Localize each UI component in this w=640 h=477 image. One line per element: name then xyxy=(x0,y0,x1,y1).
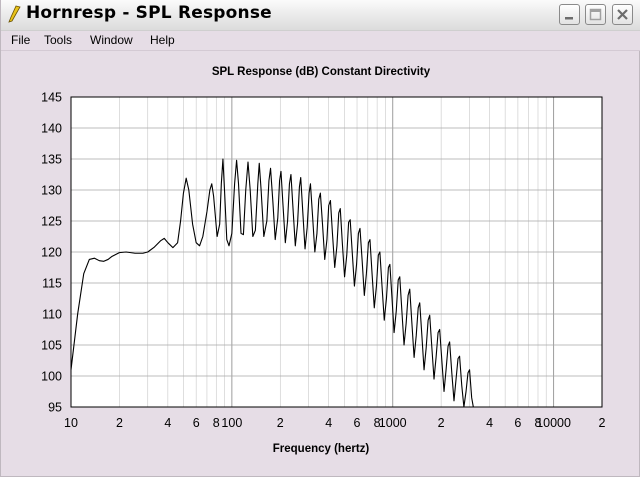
spl-curve-line xyxy=(70,158,474,408)
x-tick-label: 4 xyxy=(486,416,493,430)
y-tick-label: 105 xyxy=(41,339,62,353)
y-tick-label: 95 xyxy=(48,401,62,415)
hornresp-app-icon xyxy=(8,5,21,23)
minimize-icon xyxy=(565,17,573,20)
menu-tools[interactable]: Tools xyxy=(44,33,73,47)
x-tick-label: 4 xyxy=(325,416,332,430)
minimize-button[interactable] xyxy=(559,4,580,25)
x-tick-label: 100 xyxy=(221,416,242,430)
x-axis-label: Frequency (hertz) xyxy=(272,443,370,455)
maximize-icon xyxy=(589,8,602,21)
x-tick-label: 4 xyxy=(164,416,171,430)
x-tick-label: 6 xyxy=(514,416,521,430)
y-tick-label: 120 xyxy=(41,246,62,260)
y-tick-label: 115 xyxy=(42,277,62,291)
x-tick-label: 10 xyxy=(64,416,78,430)
y-tick-label: 140 xyxy=(41,122,62,136)
x-tick-label: 10000 xyxy=(536,416,571,430)
x-tick-label: 2 xyxy=(116,416,123,430)
plot-border xyxy=(70,96,603,408)
x-tick-label: 2 xyxy=(599,416,606,430)
menu-file[interactable]: File xyxy=(11,33,31,47)
title-bar[interactable]: Hornresp - SPL Response xyxy=(1,0,640,31)
x-tick-label: 6 xyxy=(193,416,200,430)
x-tick-label: 8 xyxy=(213,416,220,430)
menu-window[interactable]: Window xyxy=(90,33,133,47)
chart-title: SPL Response (dB) Constant Directivity xyxy=(211,66,431,78)
x-tick-label: 1000 xyxy=(379,416,407,430)
y-tick-label: 145 xyxy=(41,91,62,105)
menu-bar: File Tools Window Help xyxy=(1,31,640,51)
window-title: Hornresp - SPL Response xyxy=(26,3,272,23)
close-button[interactable] xyxy=(612,4,633,25)
y-tick-labels: 95 100 105 110 115 120 125 130 135 140 145 xyxy=(41,91,62,415)
close-icon xyxy=(617,9,628,20)
x-tick-label: 6 xyxy=(354,416,361,430)
y-tick-label: 130 xyxy=(41,184,62,198)
y-tick-label: 100 xyxy=(41,370,62,384)
x-tick-label: 2 xyxy=(277,416,284,430)
maximize-button[interactable] xyxy=(585,4,606,25)
x-tick-label: 8 xyxy=(374,416,381,430)
y-tick-label: 125 xyxy=(41,215,62,229)
menu-help[interactable]: Help xyxy=(150,33,175,47)
y-tick-label: 135 xyxy=(41,153,62,167)
x-tick-label: 8 xyxy=(535,416,542,430)
grid xyxy=(71,97,602,407)
y-tick-label: 110 xyxy=(42,308,62,322)
x-tick-label: 2 xyxy=(438,416,445,430)
